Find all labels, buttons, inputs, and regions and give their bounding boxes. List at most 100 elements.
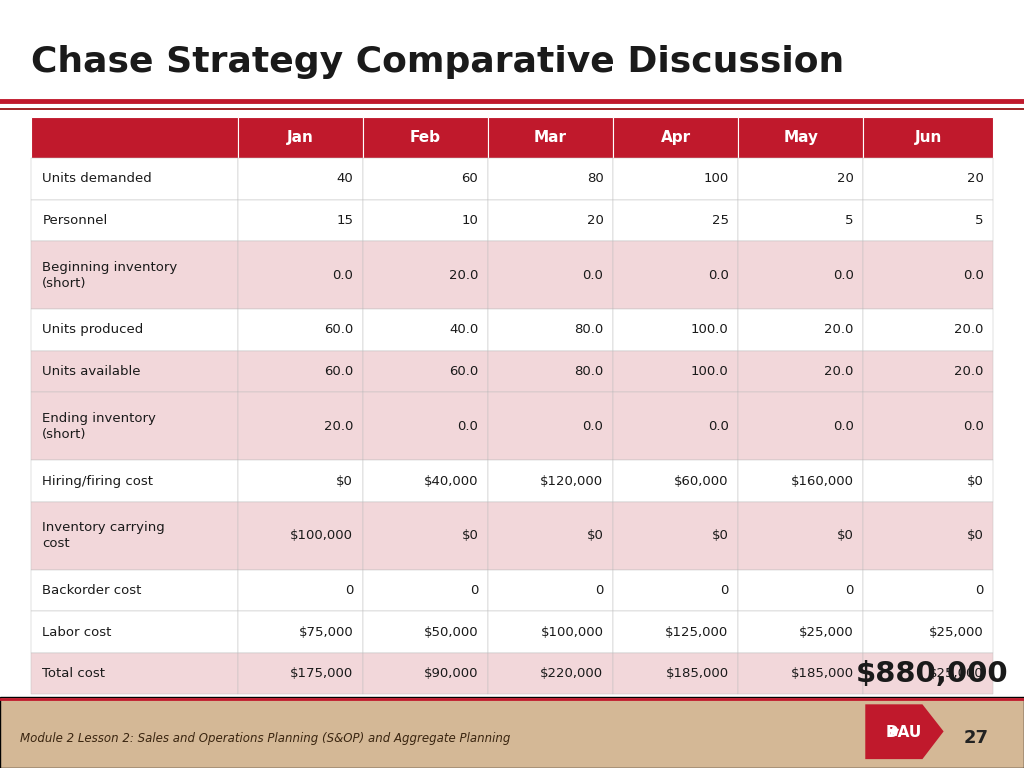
Text: May: May xyxy=(783,130,818,145)
Bar xyxy=(738,351,863,392)
Bar xyxy=(487,611,613,653)
Bar xyxy=(738,392,863,460)
Bar xyxy=(362,392,487,460)
Bar xyxy=(31,200,238,241)
Bar xyxy=(863,502,993,570)
Text: DAU: DAU xyxy=(886,725,923,740)
Bar xyxy=(238,611,362,653)
Bar xyxy=(863,570,993,611)
Text: $25,000: $25,000 xyxy=(929,626,984,639)
Text: 10: 10 xyxy=(462,214,478,227)
Bar xyxy=(31,351,238,392)
Bar xyxy=(487,200,613,241)
Text: Chase Strategy Comparative Discussion: Chase Strategy Comparative Discussion xyxy=(31,45,844,79)
Bar xyxy=(487,158,613,200)
Bar xyxy=(31,611,238,653)
Bar xyxy=(362,117,487,158)
Text: $185,000: $185,000 xyxy=(666,667,729,680)
Bar xyxy=(738,200,863,241)
Bar xyxy=(613,351,738,392)
Bar xyxy=(738,460,863,502)
Text: Mar: Mar xyxy=(534,130,567,145)
Text: Jan: Jan xyxy=(287,130,313,145)
Bar xyxy=(362,351,487,392)
Text: $220,000: $220,000 xyxy=(541,667,603,680)
Text: Hiring/firing cost: Hiring/firing cost xyxy=(42,475,154,488)
Text: 0.0: 0.0 xyxy=(583,269,603,282)
Bar xyxy=(863,460,993,502)
Text: Module 2 Lesson 2: Sales and Operations Planning (S&OP) and Aggregate Planning: Module 2 Lesson 2: Sales and Operations … xyxy=(20,732,511,745)
Text: $100,000: $100,000 xyxy=(290,529,353,542)
Text: 20.0: 20.0 xyxy=(954,323,984,336)
Bar xyxy=(863,158,993,200)
Text: 0: 0 xyxy=(975,584,984,598)
FancyBboxPatch shape xyxy=(0,697,1024,768)
Text: 80.0: 80.0 xyxy=(574,323,603,336)
Text: 20: 20 xyxy=(587,214,603,227)
Bar xyxy=(487,460,613,502)
Text: 80.0: 80.0 xyxy=(574,365,603,378)
Bar xyxy=(738,241,863,310)
Text: 0.0: 0.0 xyxy=(333,269,353,282)
Bar xyxy=(738,117,863,158)
Text: $0: $0 xyxy=(587,529,603,542)
Text: 40.0: 40.0 xyxy=(450,323,478,336)
Text: 0.0: 0.0 xyxy=(708,419,729,432)
Bar xyxy=(613,460,738,502)
Bar xyxy=(31,392,238,460)
Bar xyxy=(31,570,238,611)
Bar xyxy=(738,310,863,351)
Bar xyxy=(738,502,863,570)
Text: $0: $0 xyxy=(336,475,353,488)
Bar xyxy=(31,117,238,158)
Text: 0.0: 0.0 xyxy=(458,419,478,432)
Bar xyxy=(362,570,487,611)
Text: 60: 60 xyxy=(462,172,478,185)
Bar xyxy=(238,653,362,694)
Bar xyxy=(487,570,613,611)
Bar xyxy=(362,158,487,200)
Bar xyxy=(362,653,487,694)
Bar xyxy=(31,310,238,351)
Bar xyxy=(238,200,362,241)
Text: $75,000: $75,000 xyxy=(298,626,353,639)
Bar xyxy=(613,241,738,310)
Bar xyxy=(487,241,613,310)
Bar xyxy=(738,158,863,200)
Bar xyxy=(238,158,362,200)
Bar xyxy=(31,241,238,310)
Text: 0.0: 0.0 xyxy=(583,419,603,432)
Bar xyxy=(613,158,738,200)
Bar xyxy=(31,460,238,502)
Text: Total cost: Total cost xyxy=(42,667,105,680)
Bar xyxy=(863,241,993,310)
Text: Labor cost: Labor cost xyxy=(42,626,112,639)
Text: Jun: Jun xyxy=(914,130,942,145)
Bar xyxy=(31,653,238,694)
Bar xyxy=(487,392,613,460)
Bar xyxy=(613,570,738,611)
Text: Units produced: Units produced xyxy=(42,323,143,336)
Text: $0: $0 xyxy=(712,529,729,542)
Bar xyxy=(362,310,487,351)
Text: $25,000: $25,000 xyxy=(929,667,984,680)
Text: Units available: Units available xyxy=(42,365,140,378)
Bar xyxy=(487,653,613,694)
Text: Backorder cost: Backorder cost xyxy=(42,584,141,598)
Bar xyxy=(863,310,993,351)
Bar xyxy=(238,117,362,158)
Bar xyxy=(362,200,487,241)
Bar xyxy=(613,200,738,241)
Bar xyxy=(487,310,613,351)
Bar xyxy=(613,611,738,653)
Bar xyxy=(487,351,613,392)
Text: Feb: Feb xyxy=(410,130,441,145)
Bar xyxy=(613,117,738,158)
Text: 0: 0 xyxy=(595,584,603,598)
Text: Personnel: Personnel xyxy=(42,214,108,227)
Text: 0: 0 xyxy=(846,584,854,598)
Text: $0: $0 xyxy=(462,529,478,542)
Bar xyxy=(613,653,738,694)
Text: $90,000: $90,000 xyxy=(424,667,478,680)
Bar xyxy=(863,351,993,392)
